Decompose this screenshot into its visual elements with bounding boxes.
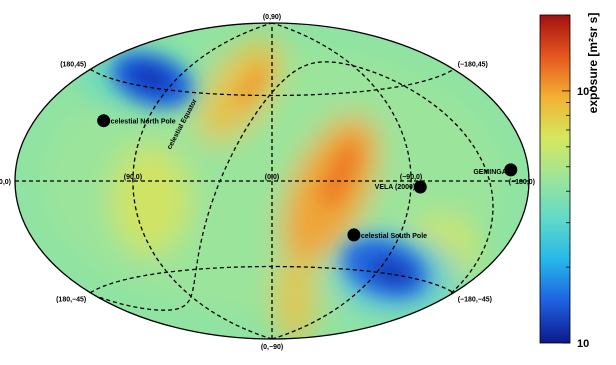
parallel-line xyxy=(89,68,455,97)
source-label: VELA (2000) xyxy=(375,184,416,191)
source-marker xyxy=(504,163,518,177)
colorbar-ticks: 10 10² xyxy=(562,14,593,350)
colorbar-label: exposure [m²sr s] xyxy=(586,13,600,114)
grid-label: (180,−45) xyxy=(56,297,86,304)
grid-label: (−180,0) xyxy=(509,179,535,186)
source-label: celestial North Pole xyxy=(111,119,176,126)
source-points: celestial North Pole celestial South Pole… xyxy=(97,114,518,242)
grid-label: (−90,0) xyxy=(400,174,422,181)
source-label: celestial South Pole xyxy=(361,233,427,240)
celestial-equator-segment xyxy=(188,61,494,301)
exposure-extremes xyxy=(111,52,428,299)
grid-label: (−180,−45) xyxy=(458,297,492,304)
grid-label: (0,90) xyxy=(263,14,281,21)
source-marker xyxy=(347,228,361,242)
grid-label: (0,0) xyxy=(265,174,279,181)
grid-label: (180,45) xyxy=(60,61,86,68)
colorbar-gradient xyxy=(539,14,571,344)
coordinate-grid xyxy=(15,23,529,339)
colorbar-tick-label: 10² xyxy=(577,86,593,98)
grid-label: (90,0) xyxy=(124,174,142,181)
grid-label: (180,0) xyxy=(0,179,11,186)
grid-label: (−180,45) xyxy=(458,61,488,68)
grid-label: (0,−90) xyxy=(261,344,283,351)
grid-labels: (0,90) (0,−90) (180,0) (90,0) (0,0) (−90,0) (−… xyxy=(0,14,535,351)
meridian-line xyxy=(271,23,412,339)
colorbar: 10 10² exposure [m²sr s] xyxy=(539,13,600,350)
source-marker xyxy=(97,114,111,128)
source-label: GEMINGA xyxy=(473,169,506,176)
parallel-line xyxy=(89,265,455,294)
source-marker xyxy=(413,180,427,194)
meridian-line xyxy=(132,23,273,339)
colorbar-tick-label: 10 xyxy=(577,338,589,350)
celestial-equator-segment xyxy=(95,295,191,311)
